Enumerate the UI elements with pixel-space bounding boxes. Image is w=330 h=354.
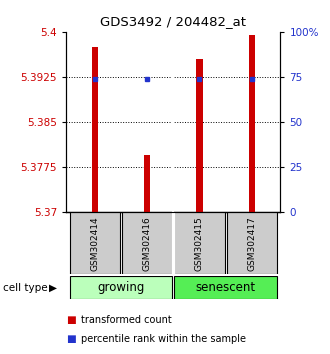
Bar	[227, 212, 277, 274]
Text: cell type: cell type	[3, 282, 48, 293]
Bar	[196, 59, 203, 212]
Bar	[174, 212, 224, 274]
Bar	[70, 276, 172, 299]
Bar	[122, 212, 172, 274]
Text: ■: ■	[66, 315, 76, 325]
Text: ▶: ▶	[49, 282, 57, 293]
Bar	[174, 276, 277, 299]
Text: GSM302415: GSM302415	[195, 216, 204, 271]
Bar	[70, 212, 120, 274]
Bar	[144, 155, 150, 212]
Bar	[248, 35, 255, 212]
Title: GDS3492 / 204482_at: GDS3492 / 204482_at	[100, 15, 246, 28]
Bar	[92, 47, 98, 212]
Text: senescent: senescent	[195, 281, 256, 294]
Text: GSM302417: GSM302417	[247, 216, 256, 271]
Text: growing: growing	[97, 281, 145, 294]
Text: GSM302414: GSM302414	[90, 216, 99, 271]
Text: ■: ■	[66, 334, 76, 344]
Text: percentile rank within the sample: percentile rank within the sample	[81, 334, 246, 344]
Text: transformed count: transformed count	[81, 315, 172, 325]
Text: GSM302416: GSM302416	[143, 216, 151, 271]
